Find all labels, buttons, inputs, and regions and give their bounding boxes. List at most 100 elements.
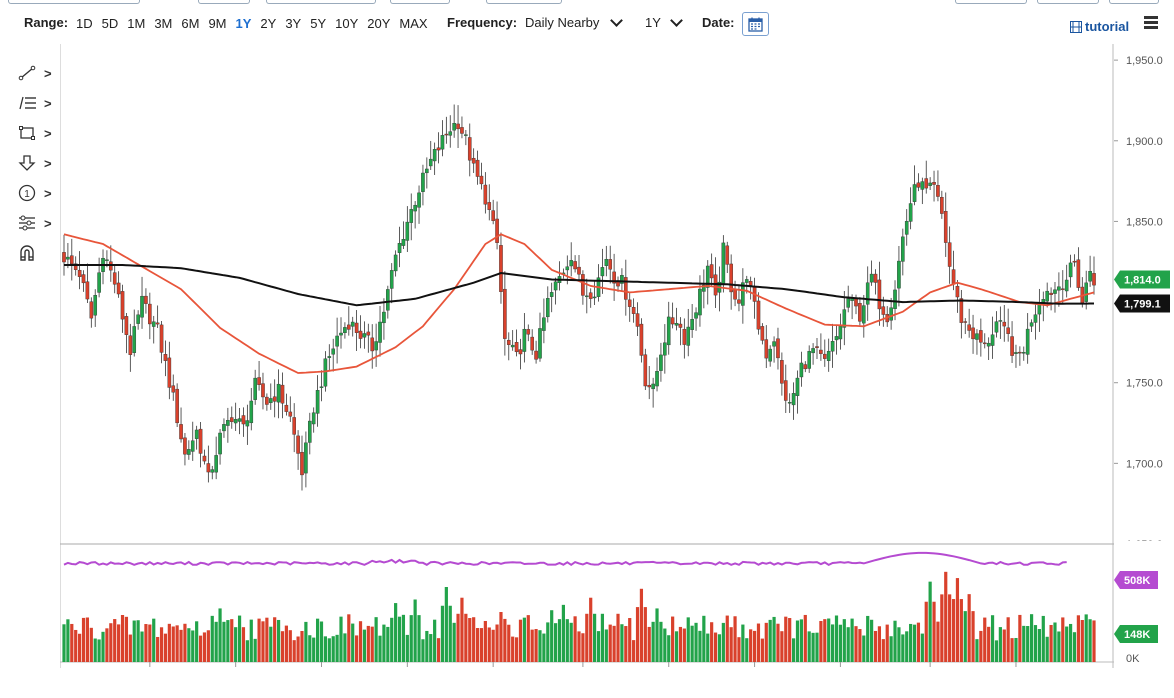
candle-body [748, 281, 753, 286]
magnet-tool[interactable] [16, 242, 56, 264]
chevron-right-icon: > [44, 125, 52, 141]
candle-body [702, 284, 706, 292]
candle-body [951, 269, 956, 285]
volume-bar [308, 635, 312, 662]
candle-body [741, 282, 745, 306]
toolbar-tab-stub[interactable] [198, 0, 250, 4]
shape-tool[interactable]: > [16, 122, 56, 144]
candle-body [690, 318, 694, 330]
range-button-10y[interactable]: 10Y [335, 16, 359, 31]
down-arrow-icon [16, 153, 38, 173]
volume-bar [760, 638, 764, 662]
volume-bar [870, 619, 874, 662]
volume-bar [881, 639, 885, 662]
date-picker-button[interactable] [742, 12, 769, 36]
candle-body [85, 281, 90, 300]
candle-body [245, 420, 250, 427]
candle-body [456, 123, 460, 130]
range-button-20y[interactable]: 20Y [367, 16, 391, 31]
arrow-tool[interactable]: > [16, 152, 56, 174]
candle-body [670, 317, 675, 325]
volume-bar [394, 603, 398, 662]
candle-body [709, 264, 714, 279]
chevron-down-icon[interactable] [670, 14, 683, 27]
price-chart[interactable]: Mar '21Apr '21May '21Jun '21Jul '21Aug '… [59, 44, 1114, 682]
candle-body [955, 285, 960, 298]
volume-bar [811, 632, 815, 662]
line-draw-icon [16, 63, 38, 83]
range-button-6m[interactable]: 6M [181, 16, 200, 31]
candle-body [112, 272, 117, 285]
range-button-max[interactable]: MAX [399, 16, 428, 31]
volume-bar [776, 623, 780, 662]
toolbar-tab-stub[interactable] [955, 0, 1027, 4]
fibonacci-tool[interactable]: > [16, 92, 56, 114]
annotation-tool[interactable]: 1 > [16, 182, 56, 204]
range-button-3y[interactable]: 3Y [285, 16, 302, 31]
candle-body [830, 341, 835, 352]
toolbar-tab-stub[interactable] [8, 0, 140, 4]
moving-average-tag: 1,799.1 [1114, 294, 1170, 313]
trendline-tool[interactable]: > [16, 62, 56, 84]
candle-body [475, 159, 480, 177]
candle-body [1076, 259, 1081, 288]
last-price-tag-text: 1,814.0 [1124, 274, 1161, 286]
period-select[interactable]: 1Y [645, 15, 661, 30]
candle-body [1049, 292, 1053, 295]
candle-body [187, 449, 191, 455]
candle-body [772, 341, 776, 347]
frequency-select[interactable]: Daily Nearby [525, 15, 600, 30]
candle-body [105, 259, 109, 261]
toolbar-tab-stub[interactable] [266, 0, 376, 4]
volume-bar [370, 626, 374, 662]
volume-bar [198, 635, 203, 662]
settings-tool[interactable]: > [16, 212, 56, 234]
toolbar-tab-stub[interactable] [486, 0, 562, 4]
numbered-circle-icon: 1 [16, 183, 38, 203]
toolbar-tab-stub[interactable] [1109, 0, 1159, 4]
volume-bar [589, 597, 593, 662]
chevron-down-icon[interactable] [610, 14, 623, 27]
tutorial-link[interactable]: tutorial [1070, 19, 1129, 34]
range-button-1y[interactable]: 1Y [235, 16, 252, 31]
volume-bar [971, 611, 975, 662]
candle-body [994, 321, 999, 333]
range-button-5d[interactable]: 5D [101, 16, 119, 31]
candle-body [791, 393, 796, 406]
candle-body [350, 321, 355, 327]
candle-body [409, 209, 414, 223]
hamburger-menu-icon[interactable] [1144, 16, 1158, 29]
range-button-1d[interactable]: 1D [76, 16, 93, 31]
candle-body [393, 254, 398, 272]
volume-bar [803, 614, 807, 662]
candle-body [904, 220, 909, 235]
volume-bar [351, 623, 355, 662]
range-button-5y[interactable]: 5Y [310, 16, 327, 31]
range-button-2y[interactable]: 2Y [260, 16, 277, 31]
candle-body [1029, 322, 1034, 327]
volume-bar [265, 617, 269, 662]
range-button-9m[interactable]: 9M [208, 16, 227, 31]
volume-bar [788, 618, 792, 662]
range-button-1m[interactable]: 1M [127, 16, 146, 31]
candle-body [471, 157, 476, 164]
volume-bar [780, 631, 784, 662]
candle-body [81, 274, 86, 284]
candle-body [280, 384, 285, 404]
candle-body [155, 322, 160, 325]
volume-bar [1037, 628, 1041, 662]
candle-body [366, 331, 371, 336]
toolbar-tab-stub[interactable] [1037, 0, 1099, 4]
chart-canvas[interactable]: Mar '21Apr '21May '21Jun '21Jul '21Aug '… [59, 44, 1114, 682]
volume-bar [74, 629, 78, 662]
candle-body [1018, 351, 1022, 354]
candle-body [1014, 352, 1018, 354]
candle-body [70, 255, 74, 265]
range-button-3m[interactable]: 3M [154, 16, 173, 31]
volume-bar [628, 618, 632, 662]
volume-bar [327, 638, 331, 662]
moving-average-long-line [64, 264, 1094, 307]
toolbar-tab-stub[interactable] [390, 0, 450, 4]
volume-bar [124, 616, 129, 662]
volume-bar [854, 626, 858, 662]
